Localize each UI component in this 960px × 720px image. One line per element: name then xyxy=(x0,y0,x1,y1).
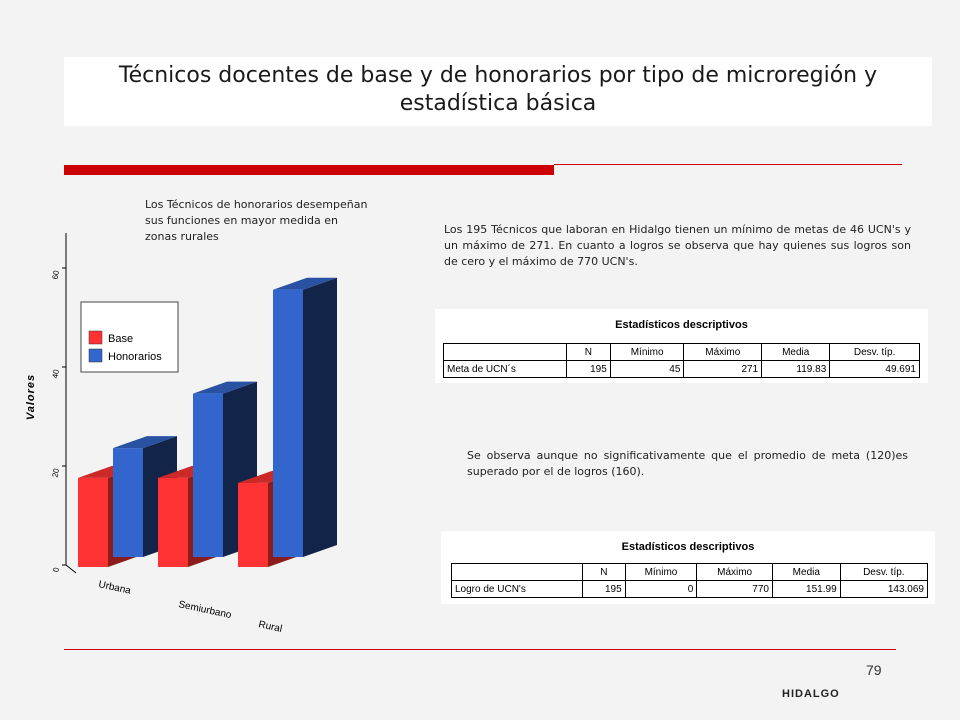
y-tick-label: 20 xyxy=(51,467,62,478)
header-cell: Media xyxy=(771,563,841,581)
header-cell: Máximo xyxy=(683,343,763,361)
table-header-row: N Mínimo Máximo Media Desv. típ. xyxy=(451,563,929,581)
cell-n: 195 xyxy=(582,580,626,598)
accent-red-line xyxy=(554,164,902,165)
chart-note: Los Técnicos de honorarios desempeñan su… xyxy=(145,198,368,243)
cell-sd: 143.069 xyxy=(839,580,929,598)
header-cell: N xyxy=(582,563,626,581)
bar-side-honorarios xyxy=(303,277,337,557)
header-cell: Mínimo xyxy=(609,343,685,361)
cell-max: 770 xyxy=(696,580,773,598)
comparison-note: Se observa aunque no significativamente … xyxy=(467,449,908,478)
cell-n: 195 xyxy=(566,360,611,378)
bar-chart-3d: 0 20 40 60 Valores Urbana Semiurbano Rural Base H… xyxy=(20,225,380,645)
header-cell xyxy=(443,343,567,361)
cell-mean: 151.99 xyxy=(771,580,841,598)
legend-label: Honorarios xyxy=(108,351,162,363)
page-title: Técnicos docentes de base y de honorario… xyxy=(118,63,878,116)
y-tick-label: 60 xyxy=(51,269,62,280)
x-tick-label: Urbana xyxy=(97,579,132,597)
chart-svg: 0 20 40 60 Valores Urbana Semiurbano Rural Base H… xyxy=(25,233,337,635)
table-row: Logro de UCN's 195 0 770 151.99 143.069 xyxy=(451,580,929,598)
bar-top-honorarios xyxy=(273,277,337,290)
title-box xyxy=(64,57,932,126)
header-cell: Mínimo xyxy=(624,563,698,581)
legend-swatch xyxy=(88,348,103,363)
header-cell: Desv. típ. xyxy=(829,343,920,361)
stats-table-meta: N Mínimo Máximo Media Desv. típ. Meta de… xyxy=(443,343,920,378)
bar-base xyxy=(78,477,108,567)
page-number: 79 xyxy=(866,662,882,678)
header-cell: Máximo xyxy=(696,563,773,581)
bar-honorarios xyxy=(113,448,143,557)
cell-max: 271 xyxy=(683,360,763,378)
y-tick-label: 0 xyxy=(51,566,61,572)
bar-top-honorarios xyxy=(193,381,257,394)
stats-panel-logro: Estadísticos descriptivos N Mínimo Máxim… xyxy=(441,531,935,604)
bar-honorarios xyxy=(193,393,223,557)
stats-panel-meta: Estadísticos descriptivos N Mínimo Máxim… xyxy=(435,309,928,383)
header-cell xyxy=(451,563,583,581)
row-label: Meta de UCN´s xyxy=(443,360,567,378)
row-label: Logro de UCN's xyxy=(451,580,583,598)
cell-sd: 49.691 xyxy=(829,360,920,378)
summary-note: Los 195 Técnicos que laboran en Hidalgo … xyxy=(444,223,911,268)
stats-table-logro: N Mínimo Máximo Media Desv. típ. Logro d… xyxy=(451,563,929,598)
header-cell: Desv. típ. xyxy=(839,563,929,581)
x-tick-label: Rural xyxy=(257,619,283,635)
y-tick-label: 40 xyxy=(51,368,62,379)
table-row: Meta de UCN´s 195 45 271 119.83 49.691 xyxy=(443,360,920,378)
table-header-row: N Mínimo Máximo Media Desv. típ. xyxy=(443,343,920,361)
x-tick-label: Semiurbano xyxy=(177,599,232,621)
bar-base xyxy=(238,482,268,567)
stats-table-title: Estadísticos descriptivos xyxy=(615,319,748,331)
cell-min: 45 xyxy=(609,360,685,378)
accent-red-bar xyxy=(64,165,554,175)
footer-label: HIDALGO xyxy=(782,688,840,700)
bar-honorarios xyxy=(273,289,303,557)
header-cell: Media xyxy=(761,343,831,361)
bottom-rule xyxy=(64,649,896,650)
legend-label: Base xyxy=(108,333,133,345)
legend-swatch xyxy=(88,330,103,345)
cell-min: 0 xyxy=(624,580,698,598)
x-axis-stub xyxy=(65,564,77,574)
cell-mean: 119.83 xyxy=(761,360,831,378)
y-axis-label: Valores xyxy=(25,374,37,420)
header-cell: N xyxy=(566,343,611,361)
stats-table-title: Estadísticos descriptivos xyxy=(621,541,755,553)
bar-base xyxy=(158,477,188,567)
bar-top-honorarios xyxy=(113,436,177,449)
